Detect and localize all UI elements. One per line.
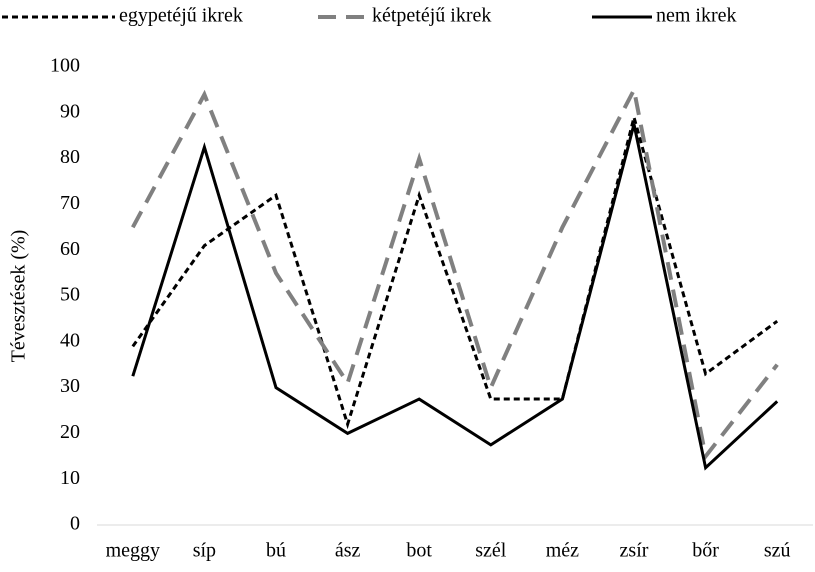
y-tick-label: 20 xyxy=(60,421,80,443)
y-tick-label: 100 xyxy=(50,55,80,77)
x-tick-label: síp xyxy=(193,540,216,562)
legend-label: kétpetéjű ikrek xyxy=(372,5,491,27)
x-tick-label: bőr xyxy=(692,540,719,562)
y-tick-label: 40 xyxy=(60,329,80,351)
y-axis-label: Tévesztések (%) xyxy=(8,230,30,363)
series-line xyxy=(131,83,779,461)
x-tick-label: zsír xyxy=(620,540,649,562)
x-tick-label: ász xyxy=(335,540,361,562)
series-line xyxy=(131,111,779,430)
x-tick-label: bot xyxy=(406,540,432,562)
y-tick-label: 50 xyxy=(60,284,80,306)
x-tick-label: szú xyxy=(764,540,791,562)
y-tick-label: 90 xyxy=(60,100,80,122)
legend-label: egypetéjű ikrek xyxy=(119,5,243,27)
series-line xyxy=(131,123,779,471)
legend-label: nem ikrek xyxy=(656,5,737,27)
y-tick-label: 0 xyxy=(70,513,80,535)
x-tick-label: méz xyxy=(546,540,579,562)
x-tick-label: meggy xyxy=(106,540,160,562)
y-tick-label: 30 xyxy=(60,375,80,397)
x-tick-label: szél xyxy=(475,540,507,562)
y-tick-label: 70 xyxy=(60,192,80,214)
y-tick-label: 60 xyxy=(60,238,80,260)
x-tick-label: bú xyxy=(266,540,286,562)
y-tick-label: 10 xyxy=(60,467,80,489)
y-tick-label: 80 xyxy=(60,146,80,168)
